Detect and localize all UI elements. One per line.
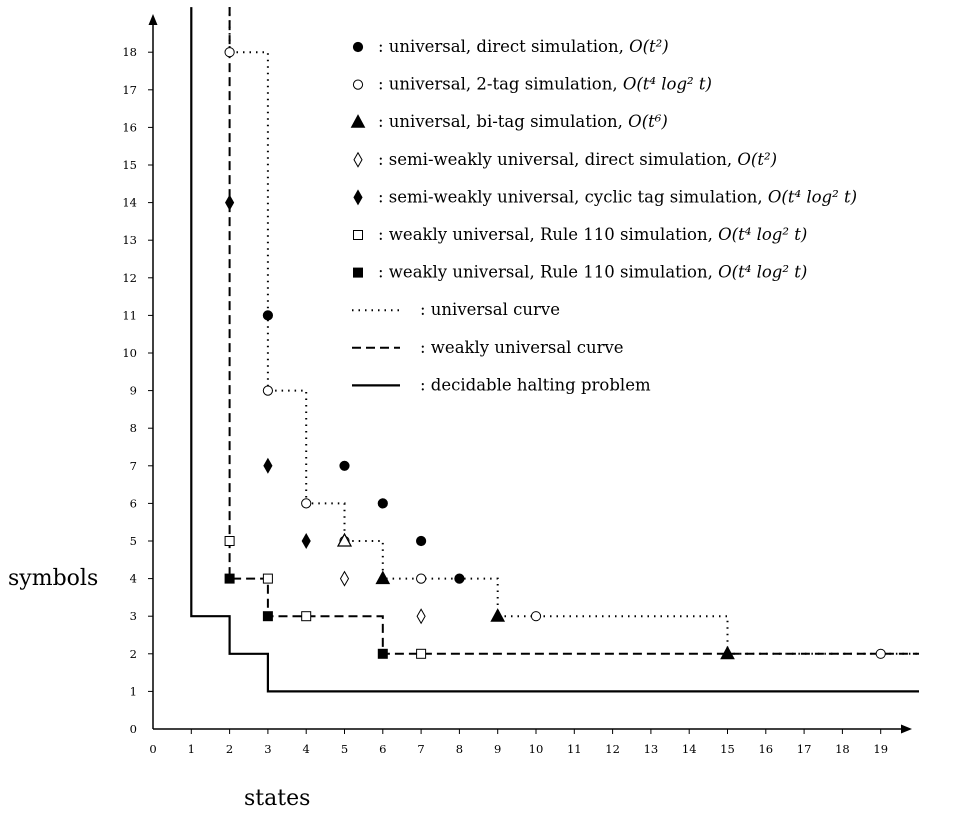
point-tri [491, 609, 504, 621]
y-tick-label: 13 [122, 233, 137, 247]
point-dot [378, 499, 387, 508]
x-ticks: 0 1 2 3 4 5 6 7 8 9 10 11 12 13 14 15 16 17 18 19 [149, 729, 888, 756]
x-tick-label: 16 [758, 742, 773, 756]
y-axis-arrow [149, 14, 158, 25]
y-tick-label: 1 [130, 684, 137, 698]
x-axis-title: states [244, 786, 310, 811]
point-fsq [225, 574, 234, 583]
legend-label-weakly: : weakly universal curve [420, 338, 624, 357]
point-osq [302, 612, 311, 621]
legend-marker-tri [352, 115, 365, 127]
point-circ [417, 574, 426, 583]
point-odia [417, 609, 425, 623]
point-circ [225, 48, 234, 57]
x-tick-label: 1 [188, 742, 195, 756]
curve-weakly [230, 7, 919, 654]
point-osq [225, 537, 234, 546]
x-tick-label: 14 [682, 742, 697, 756]
legend-label-odia: : semi-weakly universal, direct simulati… [378, 150, 777, 169]
x-tick-label: 2 [226, 742, 233, 756]
point-fsq [378, 649, 387, 658]
y-tick-label: 3 [130, 609, 137, 623]
y-tick-label: 11 [122, 308, 137, 322]
x-tick-label: 19 [873, 742, 888, 756]
x-tick-label: 12 [605, 742, 620, 756]
point-dot [340, 461, 349, 470]
legend-label-dot: : universal, direct simulation, O(t²) [378, 37, 669, 56]
y-tick-label: 0 [130, 722, 137, 736]
y-tick-label: 12 [122, 271, 137, 285]
legend-label-halting: : decidable halting problem [420, 375, 651, 394]
y-tick-label: 8 [130, 421, 137, 435]
point-odia [341, 572, 349, 586]
point-circ [531, 612, 540, 621]
point-dot [263, 311, 272, 320]
x-axis-arrow [901, 725, 912, 734]
legend-label-osq: : weakly universal, Rule 110 simulation,… [378, 225, 807, 244]
x-tick-label: 3 [264, 742, 271, 756]
point-dot [455, 574, 464, 583]
x-tick-label: 4 [303, 742, 310, 756]
x-tick-label: 8 [456, 742, 463, 756]
x-tick-label: 11 [567, 742, 582, 756]
y-tick-label: 2 [130, 647, 137, 661]
legend-marker-dot [353, 42, 362, 51]
y-tick-label: 5 [130, 534, 137, 548]
x-tick-label: 0 [149, 742, 156, 756]
y-tick-label: 14 [122, 196, 137, 210]
legend-marker-circ [353, 80, 362, 89]
point-fdia [226, 196, 234, 210]
legend-marker-odia [354, 153, 362, 167]
y-tick-label: 6 [130, 496, 137, 510]
y-tick-label: 17 [122, 83, 137, 97]
legend-label-circ: : universal, 2-tag simulation, O(t⁴ log²… [378, 75, 712, 94]
legend-marker-osq [354, 231, 363, 240]
legend-label-fdia: : semi-weakly universal, cyclic tag simu… [378, 187, 857, 206]
point-osq [417, 649, 426, 658]
x-tick-label: 18 [835, 742, 850, 756]
point-fdia [264, 459, 272, 473]
x-tick-label: 5 [341, 742, 348, 756]
y-tick-label: 9 [130, 384, 137, 398]
x-tick-label: 13 [644, 742, 659, 756]
y-tick-label: 4 [130, 572, 137, 586]
y-axis-title: symbols [8, 566, 98, 591]
point-fdia [302, 534, 310, 548]
x-tick-label: 15 [720, 742, 735, 756]
y-tick-label: 7 [130, 459, 137, 473]
point-dot [417, 536, 426, 545]
point-circ [302, 499, 311, 508]
x-tick-label: 7 [417, 742, 424, 756]
curve-universal [230, 7, 919, 654]
legend-label-tri: : universal, bi-tag simulation, O(t⁶) [378, 112, 668, 131]
point-circ [876, 649, 885, 658]
y-tick-label: 18 [122, 45, 137, 59]
x-tick-label: 6 [379, 742, 386, 756]
point-fsq [263, 612, 272, 621]
legend-marker-fsq [354, 268, 363, 277]
legend: : universal, direct simulation, O(t²) : u… [352, 37, 858, 394]
legend-label-fsq: : weakly universal, Rule 110 simulation,… [378, 263, 807, 282]
y-tick-label: 10 [122, 346, 137, 360]
point-circ [263, 386, 272, 395]
point-osq [263, 574, 272, 583]
y-tick-label: 15 [122, 158, 137, 172]
x-tick-label: 17 [797, 742, 812, 756]
y-tick-label: 16 [122, 120, 137, 134]
x-tick-label: 9 [494, 742, 501, 756]
legend-label-universal: : universal curve [420, 300, 560, 319]
x-tick-label: 10 [529, 742, 544, 756]
legend-marker-fdia [354, 190, 362, 204]
